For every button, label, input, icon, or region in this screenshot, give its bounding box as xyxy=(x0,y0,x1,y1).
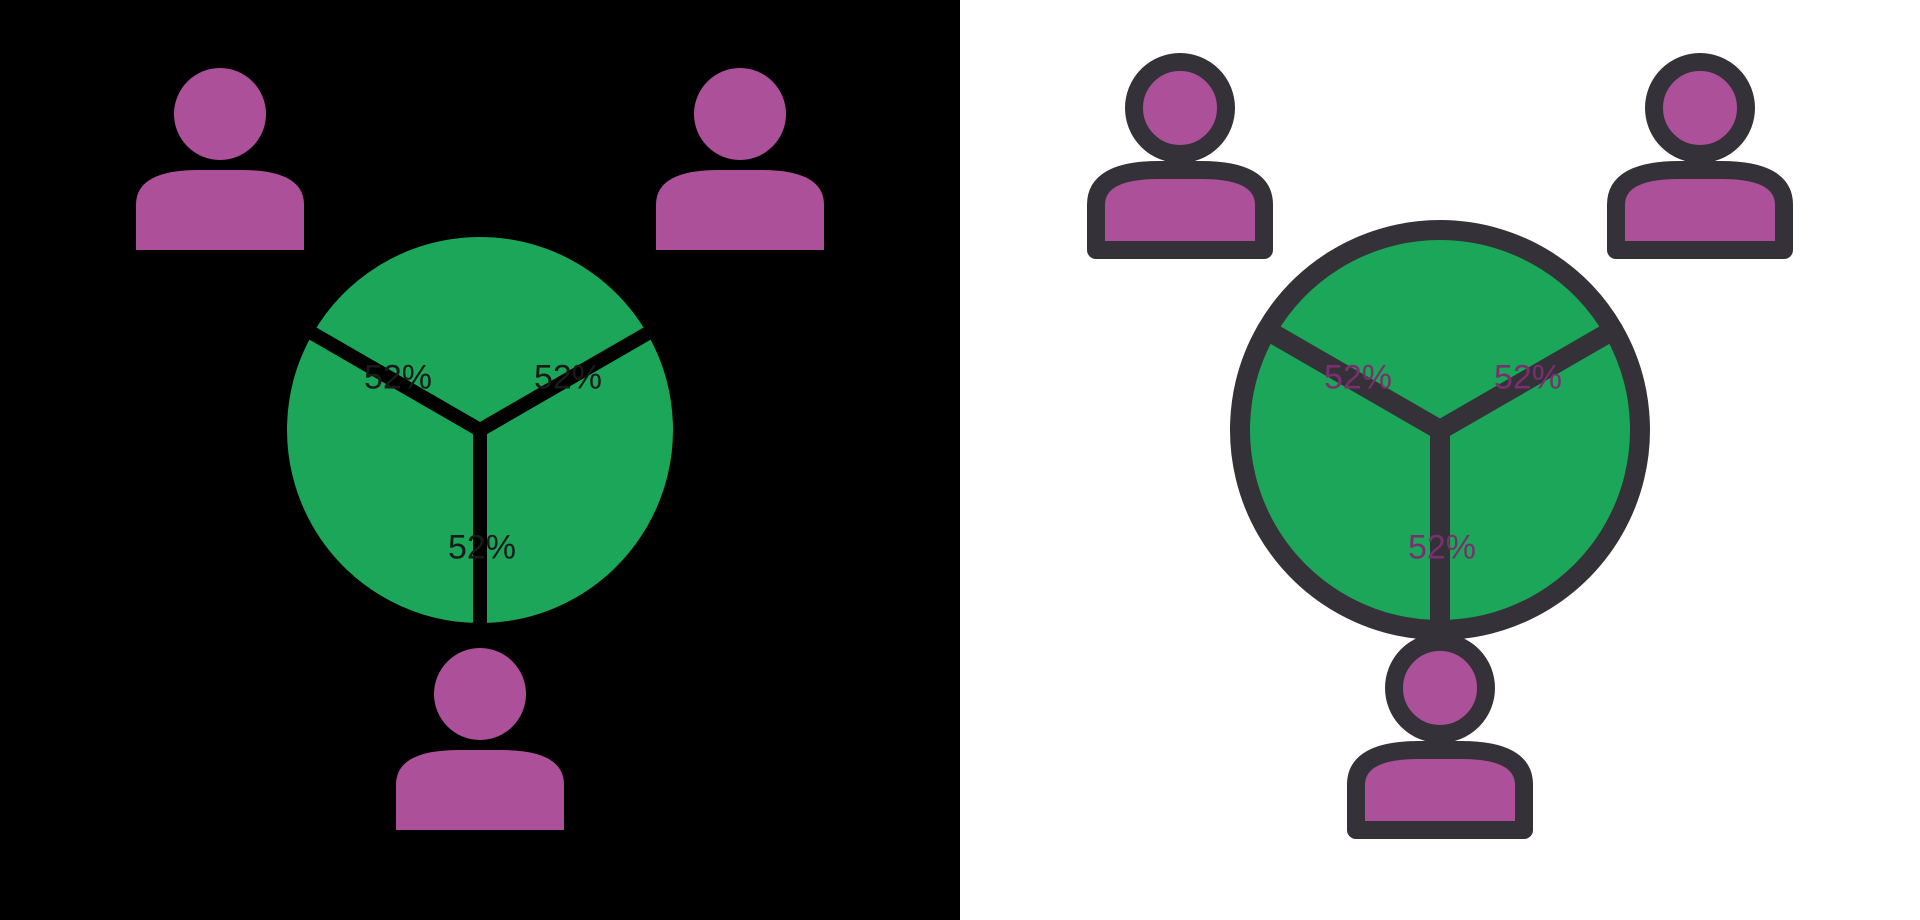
person-body-icon xyxy=(1096,170,1264,250)
pie-people-diagram-light xyxy=(960,0,1920,920)
person-body-icon xyxy=(1356,750,1524,830)
slice-label-bottom: 52% xyxy=(1408,529,1476,568)
slice-label-right: 52% xyxy=(1494,359,1562,398)
slice-label-left: 52% xyxy=(364,359,432,398)
slice-label-bottom: 52% xyxy=(448,529,516,568)
person-head-icon xyxy=(694,68,786,160)
person-head-icon xyxy=(174,68,266,160)
person-head-icon xyxy=(1134,62,1226,154)
person-body-icon xyxy=(1616,170,1784,250)
person-head-icon xyxy=(434,648,526,740)
pie-people-diagram-dark xyxy=(0,0,960,920)
person-body-icon xyxy=(396,750,564,830)
slice-label-right: 52% xyxy=(534,359,602,398)
panel-dark: 52% 52% 52% xyxy=(0,0,960,920)
person-body-icon xyxy=(656,170,824,250)
diagram-canvas: 52% 52% 52% 52% 52% 52% xyxy=(0,0,1920,920)
slice-label-left: 52% xyxy=(1324,359,1392,398)
panel-light: 52% 52% 52% xyxy=(960,0,1920,920)
person-head-icon xyxy=(1394,642,1486,734)
person-head-icon xyxy=(1654,62,1746,154)
person-body-icon xyxy=(136,170,304,250)
